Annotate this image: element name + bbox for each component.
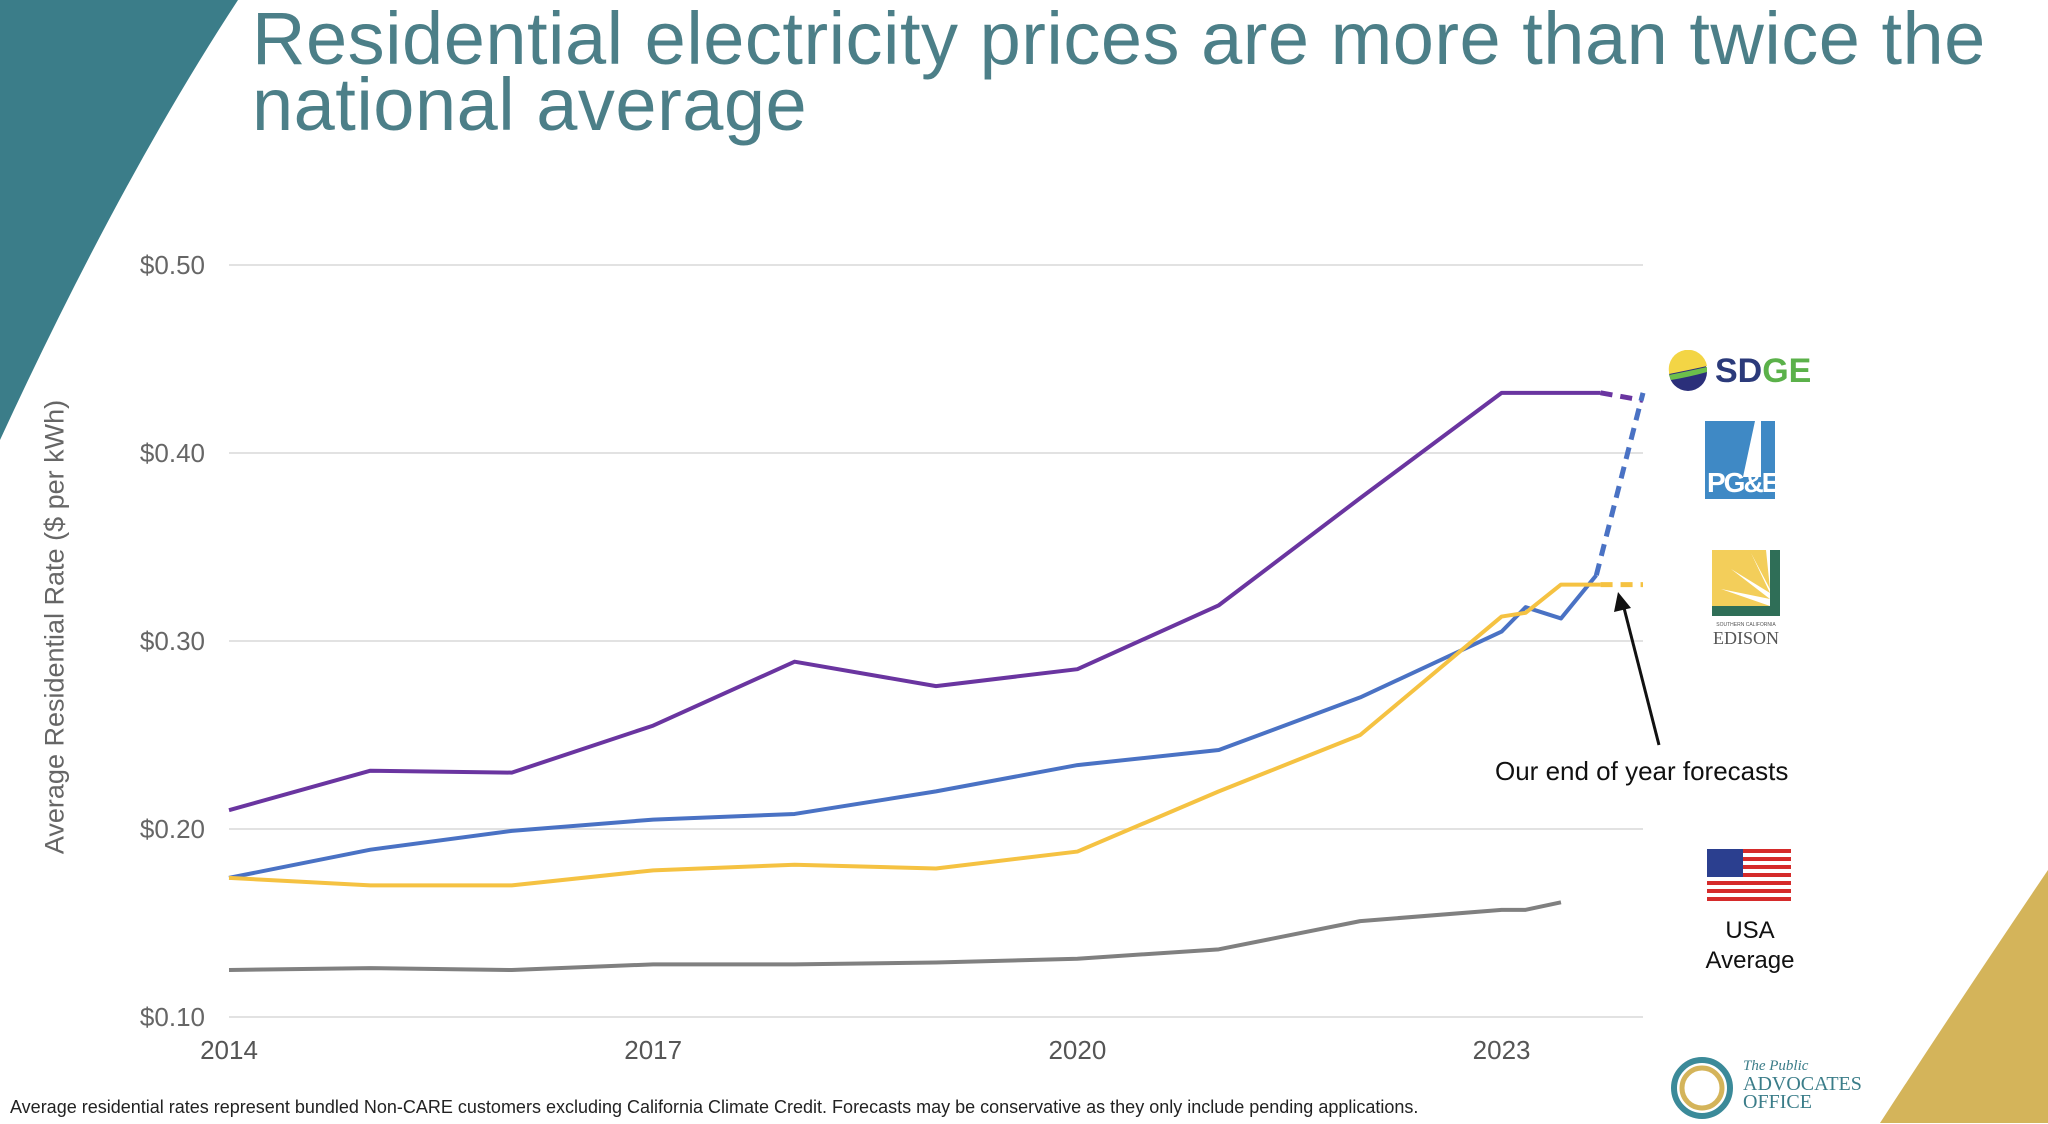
teal-swoosh	[0, 0, 238, 440]
sce-small-text: SOUTHERN CALIFORNIA	[1716, 622, 1776, 628]
pge-series-line	[228, 573, 1598, 880]
sce-sun-icon	[1712, 550, 1780, 616]
x-tick-label: 2017	[624, 1035, 682, 1065]
usa-label-line1: USA	[1725, 917, 1775, 944]
public-advocates-office-logo: The Public ADVOCATES OFFICE	[1669, 1053, 1869, 1123]
x-tick-label: 2014	[200, 1035, 258, 1065]
sce-logo: SOUTHERN CALIFORNIA EDISON	[1711, 549, 1781, 649]
sce-wordmark: EDISON	[1713, 628, 1779, 648]
usa-series-line	[228, 900, 1562, 972]
sdge-logo: SDGE	[1667, 350, 1827, 394]
pao-emblem-icon	[1671, 1057, 1733, 1119]
pao-line1: The Public	[1743, 1058, 1809, 1074]
pao-line3: OFFICE	[1743, 1091, 1812, 1113]
sdge-wordmark: SDGE	[1715, 352, 1812, 390]
forecast-annotation: Our end of year forecasts	[1495, 756, 1789, 786]
annotation-arrowhead-icon	[1614, 592, 1631, 612]
slide-title: Residential electricity prices are more …	[252, 0, 1986, 146]
sdge-sun-icon	[1668, 350, 1707, 391]
x-tick-label: 2020	[1048, 1035, 1106, 1065]
footnote: Average residential rates represent bund…	[10, 1097, 1419, 1117]
usa-average-label: USA Average	[1700, 916, 1800, 976]
y-tick-label: $0.50	[140, 250, 205, 280]
usa-label-line2: Average	[1705, 947, 1795, 974]
x-tick-label: 2023	[1473, 1035, 1531, 1065]
pge-logo: PG&E	[1705, 421, 1780, 499]
annotation-arrow	[1621, 603, 1661, 746]
pge-wordmark: PG&E	[1707, 467, 1780, 498]
sdge-series-line	[228, 390, 1601, 813]
y-tick-label: $0.20	[140, 814, 205, 844]
sdge-forecast-line	[1600, 390, 1644, 403]
y-tick-label: $0.10	[140, 1002, 205, 1032]
y-axis-label: Average Residential Rate ($ per kWh)	[39, 399, 70, 855]
usa-flag-icon	[1707, 849, 1791, 901]
pge-forecast-line	[1593, 392, 1646, 576]
y-tick-label: $0.40	[140, 438, 205, 468]
pao-line2: ADVOCATES	[1743, 1073, 1862, 1095]
y-tick-label: $0.30	[140, 626, 205, 656]
sce-series-line	[228, 582, 1601, 888]
gold-swoosh	[1880, 870, 2048, 1123]
